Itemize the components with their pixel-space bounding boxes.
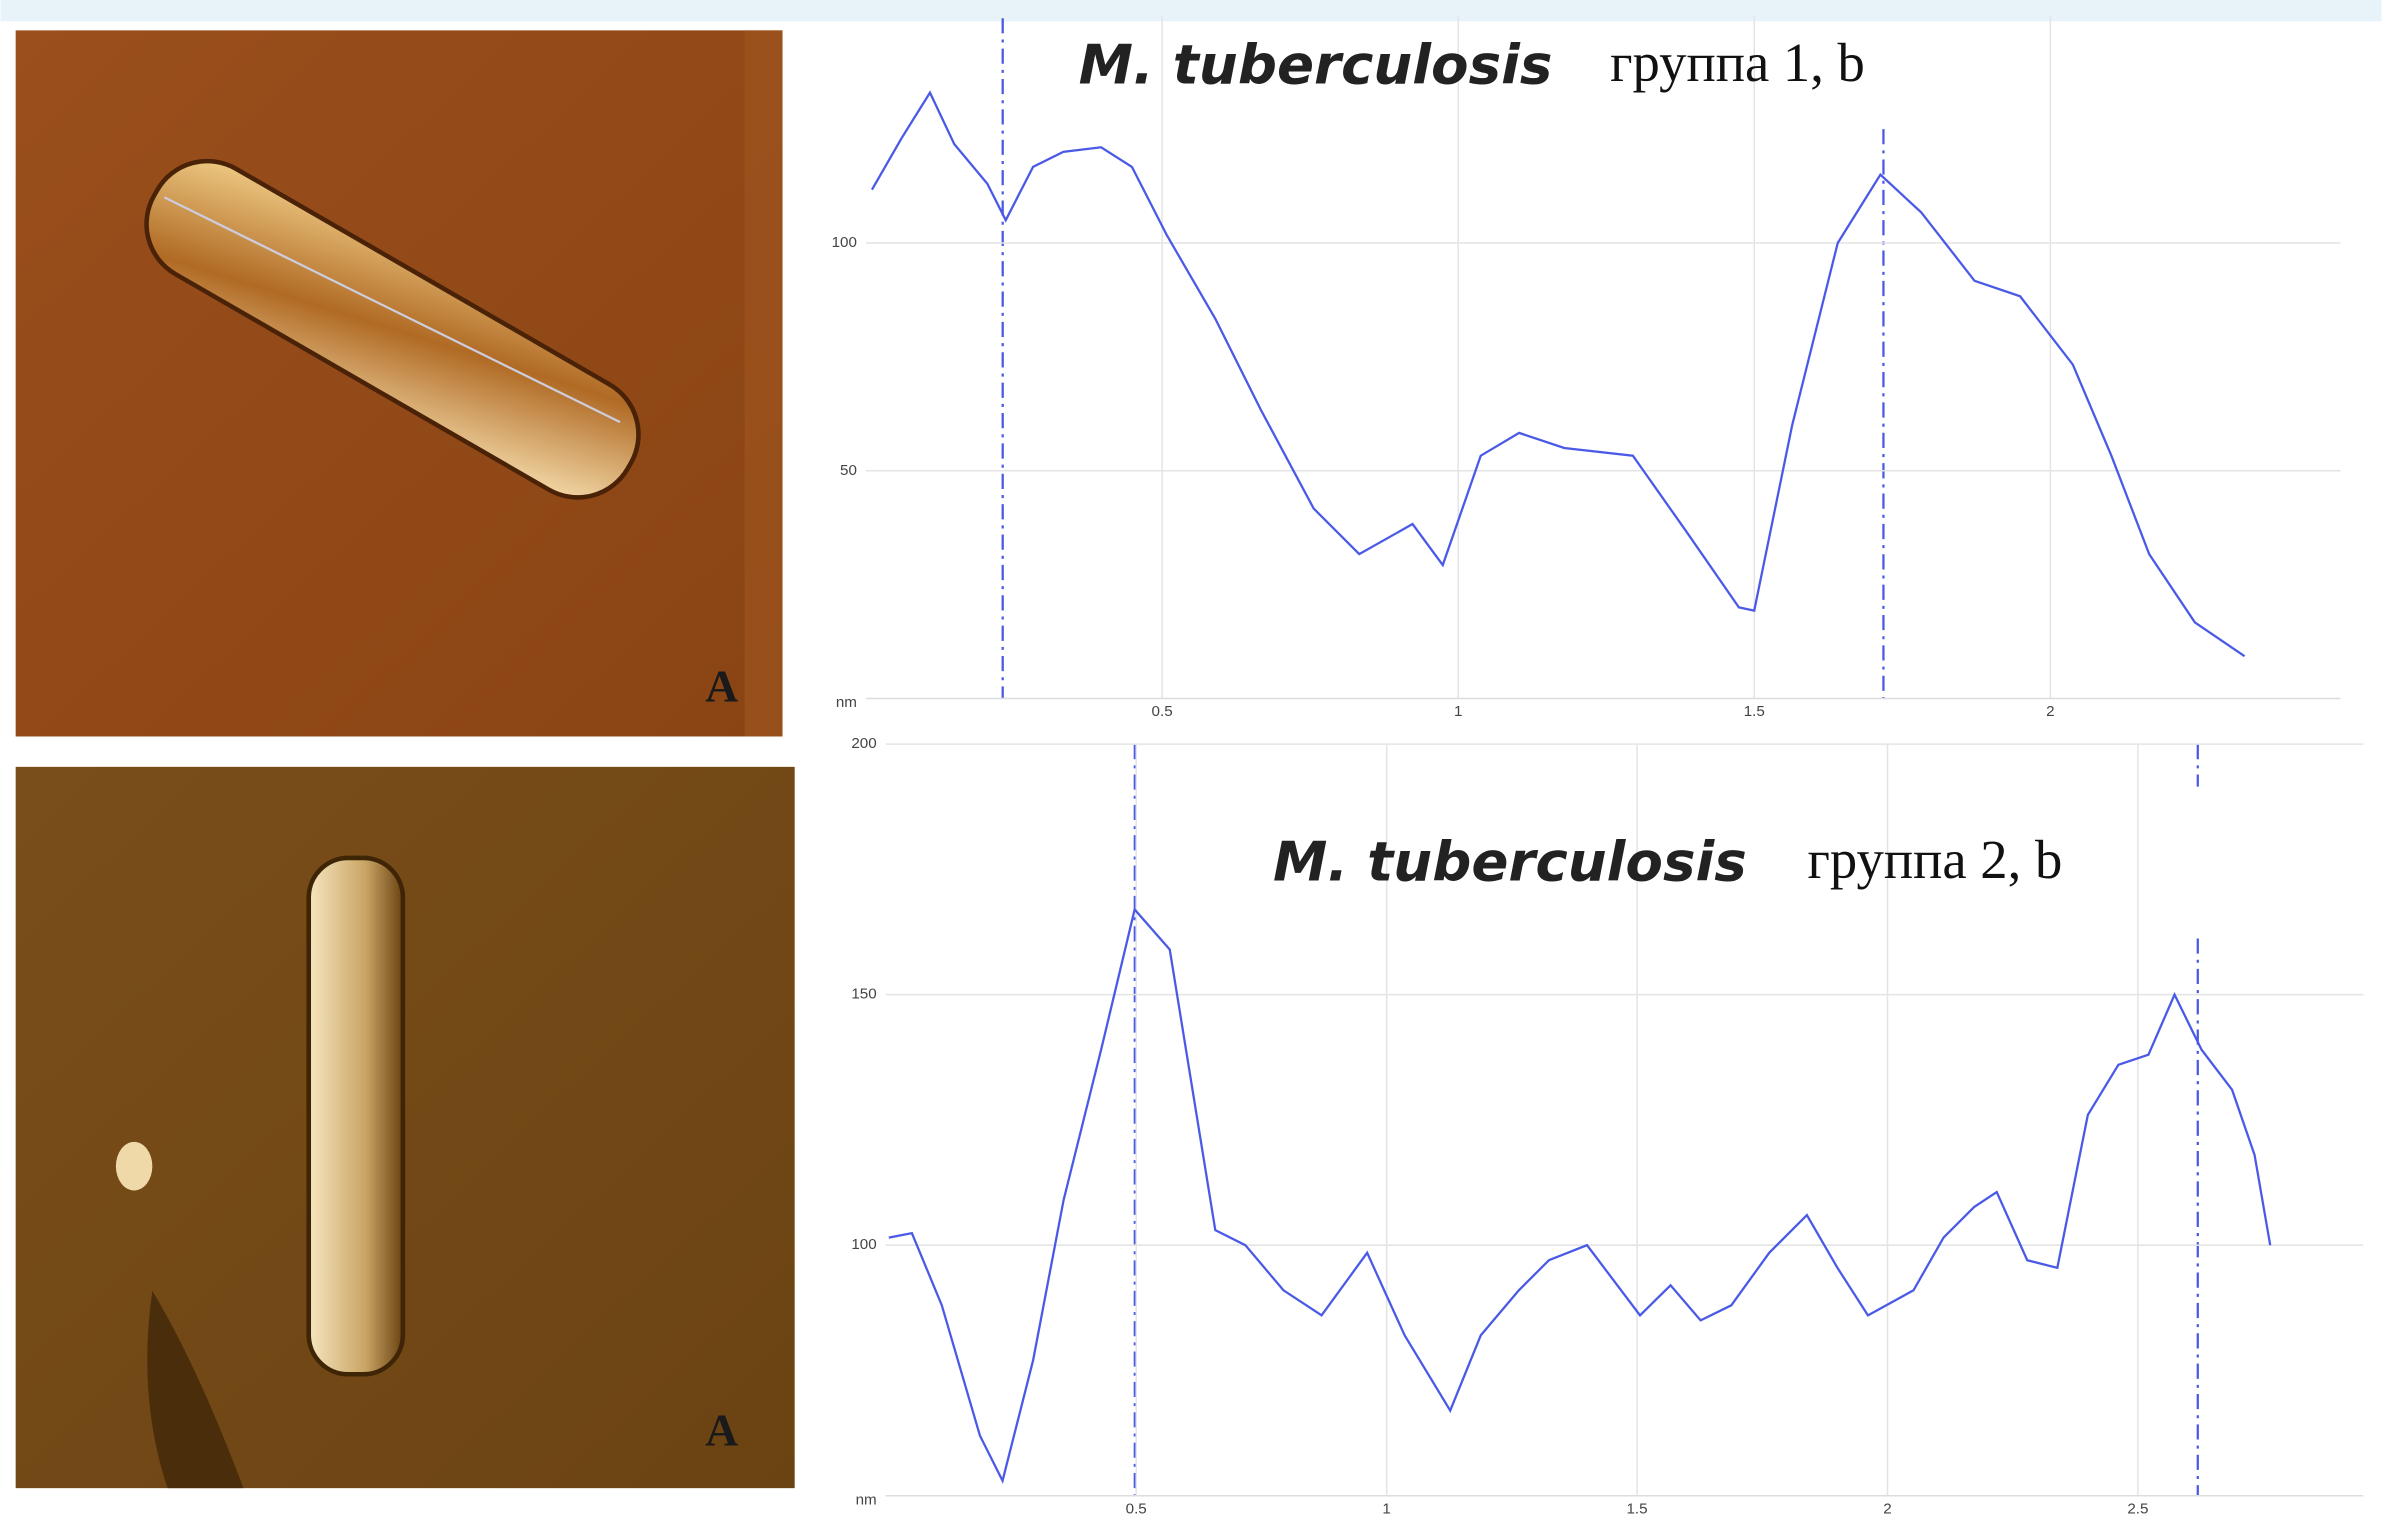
image-label: A (705, 1404, 738, 1455)
top-strip (0, 0, 2382, 22)
y-axis-label: nm (836, 694, 857, 711)
afm-image: A (15, 766, 795, 1489)
afm-image: A (15, 30, 783, 737)
x-tick-label: 2 (1883, 1500, 1891, 1517)
y-axis-label: nm (856, 1491, 877, 1508)
cursors (1001, 18, 2199, 1496)
y-tick-label: 200 (851, 735, 876, 752)
x-tick-label: 1.5 (1744, 703, 1765, 720)
x-tick-label: 2.5 (2127, 1500, 2148, 1517)
x-tick-label: 0.5 (1152, 703, 1173, 720)
profile-line (888, 907, 2272, 1484)
image-label: A (705, 660, 738, 711)
x-tick-label: 1 (1382, 1500, 1390, 1517)
x-tick-label: 2 (2046, 703, 2054, 720)
y-tick-label: 50 (840, 462, 857, 479)
chart-title: M. tuberculosis (1273, 830, 1747, 894)
chart-subtitle: группа 2, b (1808, 829, 2063, 890)
y-tick-label: 150 (851, 986, 876, 1003)
profile-line (870, 90, 2246, 658)
x-tick-label: 1.5 (1627, 1500, 1648, 1517)
x-tick-label: 1 (1454, 703, 1462, 720)
chart-subtitle: группа 1, b (1610, 32, 1865, 93)
y-tick-label: 100 (851, 1236, 876, 1253)
x-tick-label: 0.5 (1126, 1500, 1147, 1517)
chart-title: M. tuberculosis (1079, 32, 1553, 96)
y-tick-label: 100 (832, 234, 857, 251)
